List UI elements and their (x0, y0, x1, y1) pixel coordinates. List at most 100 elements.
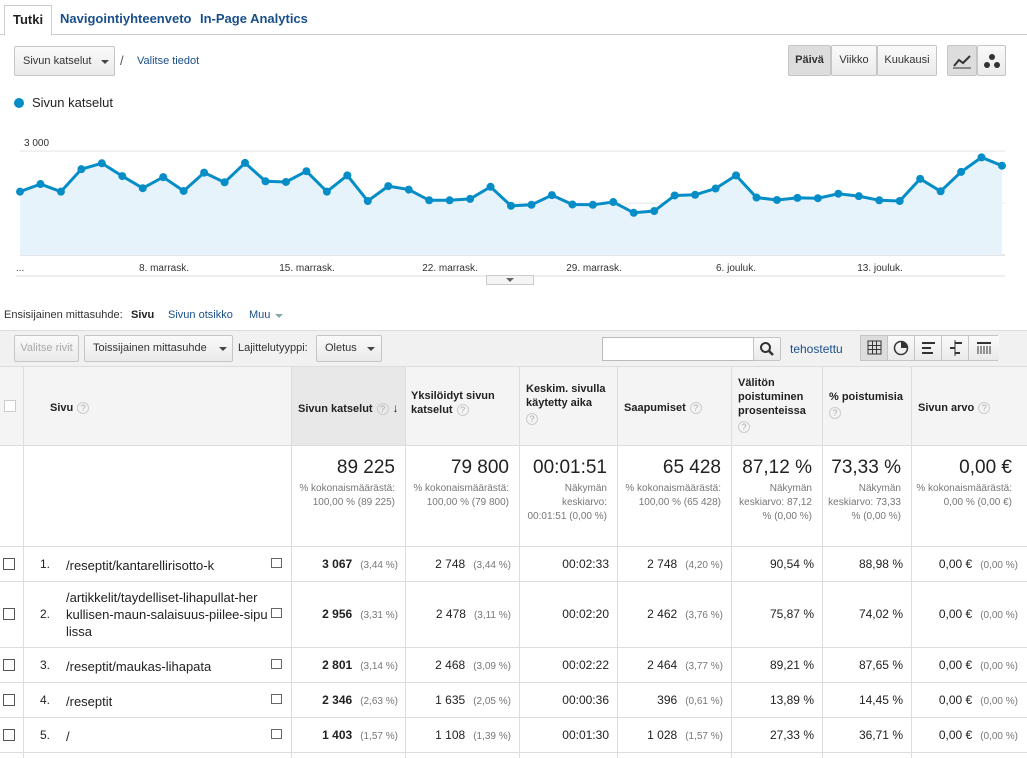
data-point (875, 196, 884, 205)
header-unique-pageviews[interactable]: Yksilöidyt sivun katselut? (411, 389, 513, 417)
tab-in-page-analytics[interactable]: In-Page Analytics (200, 11, 308, 26)
tab-explorer[interactable]: Tutki (4, 5, 52, 36)
pageviews-percent: (2,63 %) (360, 695, 398, 707)
table-search-input[interactable] (602, 337, 754, 361)
line-chart-icon (953, 55, 971, 69)
row-checkbox[interactable] (3, 693, 15, 706)
unique-pageviews-percent: (3,11 %) (473, 610, 511, 621)
page-link[interactable]: /artikkelit/taydelliset-lihapullat-her k… (66, 590, 268, 639)
column-divider (405, 367, 406, 758)
header-unique-pageviews-label: Yksilöidyt sivun katselut (411, 390, 495, 416)
header-page-label: Sivu (50, 402, 74, 414)
page-link[interactable]: /reseptit (66, 693, 113, 709)
comparison-view-button[interactable] (942, 336, 969, 360)
row-checkbox[interactable] (3, 557, 15, 570)
page-value-percent: (0,00 %) (980, 660, 1018, 672)
open-page-icon[interactable] (271, 728, 282, 739)
page-link[interactable]: /reseptit/maukas-lihapata (66, 658, 212, 674)
header-page[interactable]: Sivu? (50, 401, 90, 415)
data-point (425, 196, 434, 205)
table-view-button[interactable] (861, 336, 888, 360)
line-chart-button[interactable] (947, 45, 977, 76)
help-icon[interactable]: ? (829, 407, 841, 419)
x-tick-label: 15. marrask. (279, 263, 335, 274)
page-value: 0,00 € (0,00 %) (878, 693, 1018, 707)
row-checkbox[interactable] (3, 658, 15, 671)
page-link[interactable]: /reseptit/kantarellirisotto-k (66, 557, 215, 573)
search-button[interactable] (753, 337, 781, 361)
open-page-icon[interactable] (271, 608, 282, 618)
entrances: 2 748 (4,20 %) (583, 557, 723, 571)
data-point (916, 174, 925, 183)
data-point (241, 158, 250, 167)
bounce-rate: 89,21 % (674, 658, 814, 672)
sort-type-select[interactable]: Oletus (316, 335, 382, 362)
dimension-page-title[interactable]: Sivun otsikko (168, 309, 233, 321)
data-point (527, 200, 536, 209)
exit-rate: 88,98 % (763, 557, 903, 571)
motion-chart-button[interactable] (977, 45, 1006, 76)
help-icon[interactable]: ? (77, 402, 90, 414)
row-divider (0, 752, 1027, 753)
bars-icon (922, 342, 935, 354)
row-checkbox[interactable] (3, 608, 15, 620)
dimension-page[interactable]: Sivu (131, 309, 155, 321)
help-icon[interactable]: ? (456, 404, 469, 416)
metric-select[interactable]: Sivun katselut (14, 46, 115, 76)
unique-pageviews: 2 748 (3,44 %) (371, 557, 511, 571)
column-divider (617, 367, 618, 758)
help-icon[interactable]: ? (526, 413, 538, 425)
entrances-percent: (4,20 %) (685, 559, 723, 571)
advanced-filter-link[interactable]: tehostettu (790, 342, 843, 356)
x-tick-label: 13. jouluk. (857, 263, 903, 274)
tab-navigation-summary[interactable]: Navigointiyhteenveto (60, 11, 192, 26)
choose-metric-link[interactable]: Valitse tiedot (137, 55, 200, 67)
open-page-icon[interactable] (271, 658, 282, 669)
pageviews-value: 2 956 (322, 607, 353, 621)
help-icon[interactable]: ? (738, 421, 750, 433)
period-day-button[interactable]: Päivä (788, 45, 831, 76)
row-checkbox[interactable] (3, 728, 15, 741)
primary-dimension-label: Ensisijainen mittasuhde: (4, 309, 123, 321)
bounce-rate: 75,87 % (674, 607, 814, 621)
period-month-button[interactable]: Kuukausi (877, 45, 937, 76)
chart-collapse-handle[interactable] (486, 275, 534, 285)
header-pageviews[interactable]: Sivun katselut? ↓ (298, 401, 399, 416)
sort-down-arrow-icon: ↓ (392, 401, 399, 415)
period-week-button[interactable]: Viikko (831, 45, 877, 76)
unique-pageviews-percent: (1,39 %) (473, 730, 511, 742)
header-entrances[interactable]: Saapumiset? (624, 401, 702, 415)
help-icon[interactable]: ? (376, 403, 389, 415)
bounce-rate-value: 90,54 % (769, 556, 814, 571)
data-point (507, 201, 515, 210)
page-link[interactable]: / (66, 728, 70, 744)
data-point (322, 187, 331, 196)
dimension-other[interactable]: Muu (249, 309, 283, 321)
total-value: 65 428 (662, 457, 721, 478)
header-avg-time[interactable]: Keskim. sivulla käytetty aika? (526, 382, 611, 426)
entrances: 1 028 (1,57 %) (583, 728, 723, 742)
view-switcher (860, 335, 999, 361)
performance-view-button[interactable] (915, 336, 942, 360)
header-exit-rate[interactable]: % poistumisia? (829, 390, 909, 420)
pie-icon (893, 340, 909, 356)
help-icon[interactable]: ? (689, 402, 702, 414)
page-value-percent: (0,00 %) (980, 610, 1018, 621)
help-icon[interactable]: ? (978, 402, 991, 414)
header-page-value[interactable]: Sivun arvo? (918, 401, 991, 415)
plot-rows-button[interactable]: Valitse rivit (14, 335, 79, 362)
pivot-view-button[interactable] (969, 336, 999, 360)
page-value: 0,00 € (0,00 %) (878, 658, 1018, 672)
secondary-dimension-select[interactable]: Toissijainen mittasuhde (84, 335, 233, 362)
pageviews-value: 2 801 (322, 657, 353, 672)
entrances-value: 2 464 (647, 657, 678, 672)
data-point (179, 186, 188, 195)
select-all-checkbox[interactable] (4, 400, 16, 412)
bounce-rate-value: 13,89 % (769, 692, 814, 707)
header-bounce-rate[interactable]: Välitön poistuminen prosenteissa? (738, 376, 818, 434)
chevron-down-icon (367, 347, 375, 351)
open-page-icon[interactable] (271, 557, 282, 568)
pie-view-button[interactable] (888, 336, 915, 360)
data-point (363, 197, 372, 205)
open-page-icon[interactable] (271, 693, 282, 704)
